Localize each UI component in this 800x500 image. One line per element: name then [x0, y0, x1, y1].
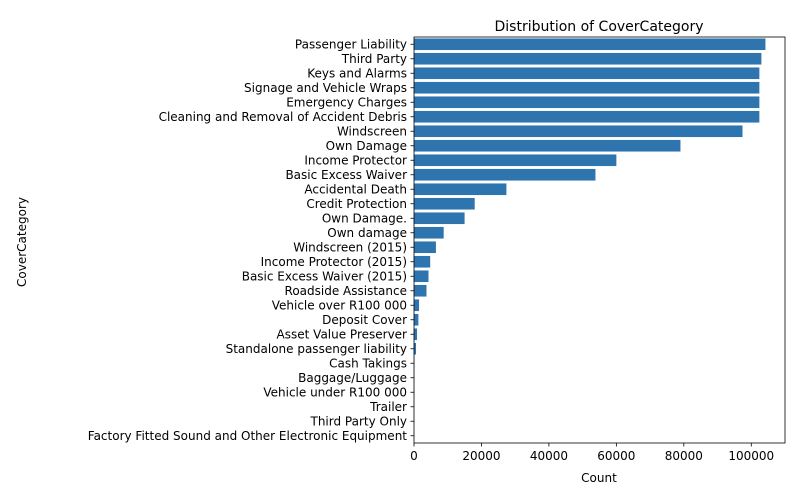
y-tick-label: Income Protector	[304, 153, 407, 167]
bars-layer	[414, 38, 766, 442]
y-tick-label: Vehicle under R100 000	[263, 385, 407, 399]
y-tick-label: Own Damage.	[322, 211, 407, 225]
y-tick-label: Credit Protection	[306, 197, 407, 211]
x-tick-label: 0	[410, 449, 418, 463]
bar	[414, 168, 596, 181]
bar	[414, 270, 429, 283]
y-tick-label: Keys and Alarms	[307, 66, 407, 80]
x-axis-ticks: 0 20000 40000 60000 80000 100000	[410, 443, 774, 463]
y-tick-label: Passenger Liability	[295, 37, 407, 51]
bar	[414, 154, 617, 167]
chart-title: Distribution of CoverCategory	[494, 19, 703, 35]
bar	[414, 241, 436, 254]
y-tick-label: Roadside Assistance	[285, 284, 407, 298]
x-tick-label: 100000	[728, 449, 774, 463]
y-tick-label: Deposit Cover	[322, 313, 407, 327]
y-tick-label: Asset Value Preserver	[277, 327, 408, 341]
bar	[414, 139, 681, 152]
y-tick-label: Windscreen (2015)	[293, 240, 407, 254]
bar	[414, 96, 760, 109]
y-tick-label: Basic Excess Waiver	[285, 168, 407, 182]
y-tick-label: Accidental Death	[304, 182, 407, 196]
y-tick-label: Cash Takings	[329, 356, 407, 370]
y-tick-label: Trailer	[369, 400, 407, 414]
y-tick-label: Third Party	[341, 52, 407, 66]
x-tick-label: 80000	[665, 449, 703, 463]
y-tick-label: Income Protector (2015)	[261, 255, 407, 269]
bar	[414, 52, 762, 65]
x-tick-label: 60000	[597, 449, 635, 463]
bar	[414, 284, 427, 297]
bar	[414, 328, 418, 341]
y-tick-label: Factory Fitted Sound and Other Electroni…	[88, 429, 408, 443]
y-tick-label: Baggage/Luggage	[298, 371, 407, 385]
y-tick-label: Basic Excess Waiver (2015)	[242, 269, 407, 283]
y-tick-label: Standalone passenger liability	[226, 342, 407, 356]
y-tick-label: Signage and Vehicle Wraps	[244, 81, 407, 95]
y-tick-label: Own damage	[327, 226, 407, 240]
plot-frame	[413, 36, 786, 444]
bar	[414, 67, 760, 80]
x-tick-label: 40000	[530, 449, 568, 463]
bar	[414, 226, 444, 239]
bar	[414, 183, 507, 196]
bar	[414, 125, 743, 138]
bar	[414, 197, 475, 210]
y-tick-label: Third Party Only	[309, 414, 407, 428]
bar	[414, 313, 419, 326]
bar	[414, 110, 760, 123]
x-axis-label: Count	[581, 471, 617, 485]
y-axis-label: CoverCategory	[15, 197, 29, 287]
x-tick-label: 20000	[462, 449, 500, 463]
bar	[414, 255, 431, 268]
bar	[414, 212, 465, 225]
y-tick-label: Windscreen	[337, 124, 407, 138]
y-tick-label: Own Damage	[326, 139, 407, 153]
bar	[414, 81, 760, 94]
y-tick-label: Emergency Charges	[286, 95, 407, 109]
bar	[414, 299, 420, 312]
bar	[414, 342, 417, 355]
y-tick-label: Cleaning and Removal of Accident Debris	[159, 110, 407, 124]
y-tick-label: Vehicle over R100 000	[272, 298, 407, 312]
bar	[414, 38, 766, 51]
